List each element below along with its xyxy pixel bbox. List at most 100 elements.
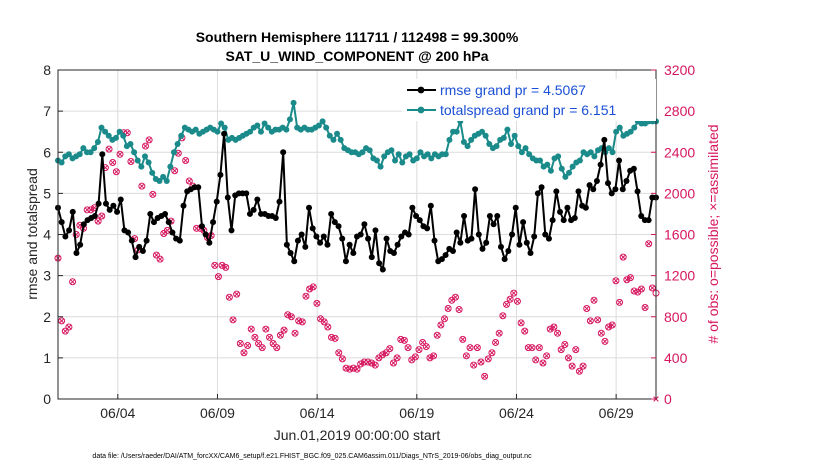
obs-assimilated-point xyxy=(645,240,652,247)
obs-possible-point xyxy=(72,231,80,238)
totalspread-point xyxy=(221,124,228,131)
obs-possible-point xyxy=(426,354,434,362)
obs-assimilated-point xyxy=(547,326,554,332)
obs-possible-point xyxy=(320,318,328,326)
totalspread-point xyxy=(537,157,544,164)
y2-tick-label: 1600 xyxy=(664,227,695,243)
obs-possible-point xyxy=(393,354,401,362)
obs-assimilated-point xyxy=(237,340,244,347)
obs-assimilated-point xyxy=(485,356,492,362)
totalspread-point xyxy=(399,159,406,166)
obs-assimilated-point xyxy=(252,334,258,341)
obs-assimilated-point xyxy=(456,306,462,313)
obs-assimilated-point xyxy=(95,218,101,224)
y2-axis-label: # of obs: o=possible; ×=assimilated xyxy=(705,124,721,343)
obs-assimilated-point xyxy=(379,352,386,358)
obs-assimilated-point xyxy=(602,338,608,345)
obs-assimilated-point xyxy=(186,178,193,184)
rmse-point xyxy=(390,250,397,257)
rmse-point xyxy=(365,235,372,242)
rmse-point xyxy=(372,227,379,234)
rmse-point xyxy=(416,217,423,224)
rmse-point xyxy=(523,239,530,246)
obs-assimilated-point xyxy=(150,191,156,198)
obs-possible-point xyxy=(262,325,270,333)
totalspread-point xyxy=(87,149,94,156)
rmse-point xyxy=(342,258,349,265)
rmse-point xyxy=(224,194,231,201)
obs-assimilated-point xyxy=(463,353,470,359)
y-tick-label: 3 xyxy=(43,268,51,284)
totalspread-point xyxy=(605,145,612,152)
legend-box xyxy=(402,79,656,121)
obs-possible-point xyxy=(645,240,653,248)
rmse-point xyxy=(306,204,313,211)
obs-assimilated-point xyxy=(470,362,477,368)
totalspread-point xyxy=(261,120,268,127)
obs-assimilated-point xyxy=(314,300,320,307)
y2-tick-label: 2400 xyxy=(664,144,695,160)
rmse-point xyxy=(453,229,460,236)
obs-assimilated-point xyxy=(248,326,255,332)
legend-marker-rmse xyxy=(417,86,425,94)
totalspread-point xyxy=(138,163,145,170)
obs-assimilated-point xyxy=(489,349,495,356)
obs-assimilated-point xyxy=(543,353,550,359)
rmse-point xyxy=(350,250,357,257)
obs-assimilated-point xyxy=(427,355,433,361)
rmse-point xyxy=(139,247,146,254)
obs-assimilated-point xyxy=(241,349,247,356)
obs-assimilated-point xyxy=(387,345,393,352)
obs-possible-point xyxy=(61,327,69,335)
rmse-point xyxy=(132,254,139,261)
obs-assimilated-point xyxy=(212,262,218,269)
totalspread-point xyxy=(613,128,620,135)
rmse-point xyxy=(582,204,589,211)
rmse-point xyxy=(283,241,290,248)
rmse-point xyxy=(246,210,253,217)
x-tick-label: 06/24 xyxy=(499,405,534,421)
obs-assimilated-point xyxy=(222,264,229,271)
totalspread-point xyxy=(156,178,163,185)
rmse-point xyxy=(287,250,294,257)
x-tick-label: 06/14 xyxy=(300,405,335,421)
rmse-point xyxy=(106,206,113,213)
rmse-point xyxy=(272,215,279,222)
obs-possible-point xyxy=(459,335,467,343)
rmse-point xyxy=(527,250,534,257)
rmse-point xyxy=(405,231,412,238)
totalspread-point xyxy=(616,124,623,131)
rmse-point xyxy=(645,217,652,224)
obs-possible-point xyxy=(127,158,135,166)
rmse-point xyxy=(571,215,578,222)
obs-possible-point xyxy=(313,299,321,307)
obs-assimilated-point xyxy=(569,363,575,369)
rmse-point xyxy=(549,217,556,224)
y2-tick-label: 800 xyxy=(664,309,688,325)
totalspread-point xyxy=(395,151,402,158)
totalspread-point xyxy=(508,141,515,148)
obs-possible-point xyxy=(605,323,613,331)
obs-possible-point xyxy=(324,323,332,331)
rmse-point xyxy=(62,233,69,240)
obs-possible-point xyxy=(389,359,397,367)
obs-possible-point xyxy=(433,331,441,339)
obs-possible-point xyxy=(138,182,146,190)
obs-possible-point xyxy=(513,297,521,305)
obs-possible-point xyxy=(411,353,419,361)
obs-assimilated-point xyxy=(303,293,309,299)
obs-assimilated-point xyxy=(106,146,112,152)
totalspread-point xyxy=(218,120,225,127)
totalspread-point xyxy=(428,155,435,162)
rmse-point xyxy=(77,241,84,248)
totalspread-point xyxy=(127,141,134,148)
obs-assimilated-point xyxy=(573,346,579,353)
obs-possible-point xyxy=(415,346,423,354)
rmse-point xyxy=(501,256,508,263)
rmse-point xyxy=(80,221,87,228)
obs-possible-point xyxy=(419,338,427,346)
obs-possible-point xyxy=(590,296,598,304)
obs-possible-point xyxy=(156,255,164,263)
totalspread-point xyxy=(337,136,344,143)
obs-possible-point xyxy=(561,341,569,349)
